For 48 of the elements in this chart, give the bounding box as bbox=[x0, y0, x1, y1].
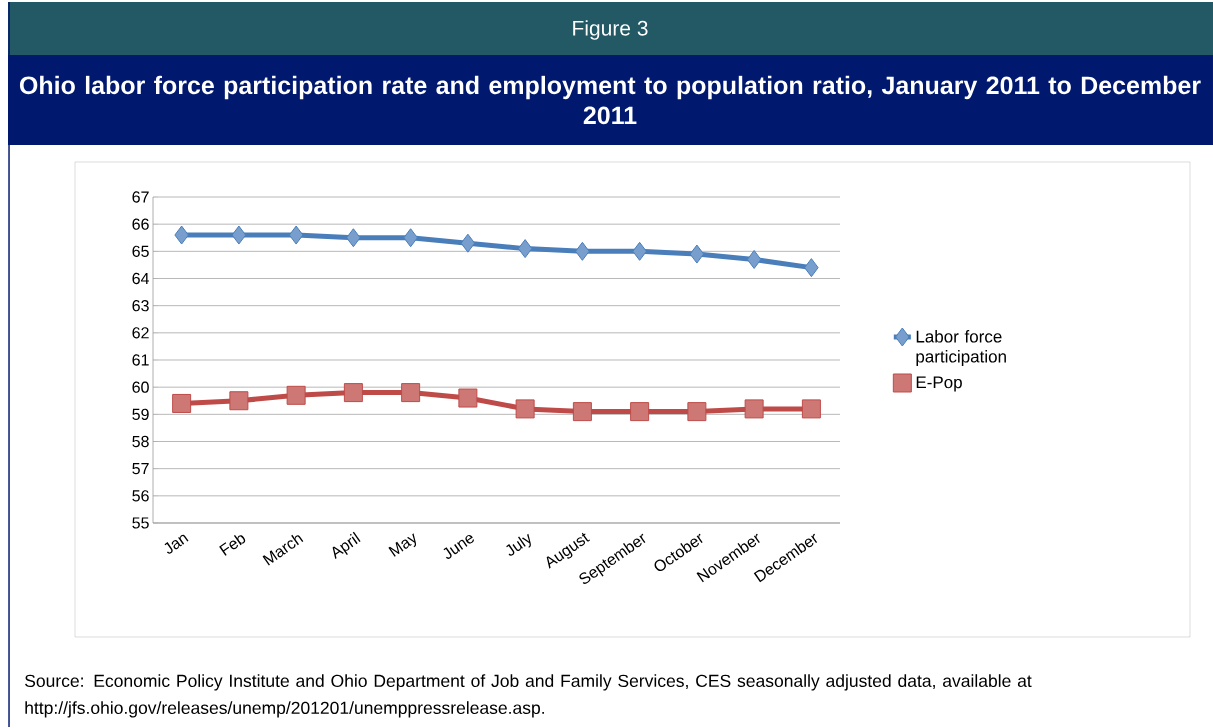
y-tick-label: 61 bbox=[132, 354, 149, 366]
y-tick-label: 66 bbox=[132, 218, 149, 230]
source-note: Source: Economic Policy Institute and Ohio Department of Job and Family Services, CES seasonally adjusted data, available at http://jfs.ohio.gov/releases/unemp/201201/unemppressrelease.asp. bbox=[25, 674, 1032, 718]
y-tick-label: 55 bbox=[132, 517, 149, 529]
point bbox=[689, 244, 705, 264]
point bbox=[632, 241, 647, 261]
point bbox=[403, 228, 418, 248]
point bbox=[229, 391, 249, 411]
x-tick-label: June bbox=[443, 535, 474, 560]
point bbox=[343, 383, 363, 403]
x-tick-label: Jan bbox=[164, 534, 189, 554]
point bbox=[346, 228, 361, 248]
legend-label: Labor force participation bbox=[916, 330, 1006, 367]
point bbox=[172, 394, 192, 414]
y-tick-label: 62 bbox=[132, 327, 149, 339]
point bbox=[630, 402, 650, 422]
point bbox=[288, 225, 304, 245]
y-tick-label: 60 bbox=[132, 381, 149, 393]
point bbox=[401, 383, 421, 403]
point bbox=[286, 385, 306, 405]
point bbox=[515, 399, 535, 419]
point bbox=[687, 402, 707, 422]
point bbox=[572, 402, 592, 422]
point bbox=[517, 239, 533, 259]
y-tick-label: 56 bbox=[132, 490, 149, 502]
y-tick-label: 63 bbox=[132, 300, 149, 312]
x-tick-label: April bbox=[332, 531, 361, 560]
point bbox=[460, 233, 476, 253]
chart-title: Ohio labor force participation rate and employment to population ratio, January 2011 to December 2011 bbox=[19, 75, 1201, 125]
legend-label: E-Pop bbox=[916, 376, 962, 392]
y-tick-label: 65 bbox=[132, 245, 149, 258]
chart-subtitle: Figure 3 bbox=[573, 20, 648, 40]
y-tick-label: 67 bbox=[132, 191, 149, 203]
y-tick-label: 64 bbox=[132, 272, 149, 285]
x-tick-label: July bbox=[506, 533, 531, 556]
point bbox=[746, 250, 762, 270]
point bbox=[231, 225, 247, 245]
point bbox=[744, 399, 764, 419]
point bbox=[804, 258, 819, 278]
point bbox=[174, 225, 189, 245]
point bbox=[801, 399, 821, 419]
y-tick-label: 59 bbox=[132, 408, 149, 421]
x-tick-label: May bbox=[388, 533, 417, 557]
point bbox=[575, 241, 590, 261]
x-tick-label: Feb bbox=[219, 535, 246, 556]
y-tick-label: 57 bbox=[132, 463, 149, 475]
y-tick-label: 58 bbox=[132, 435, 149, 448]
point bbox=[458, 388, 478, 408]
